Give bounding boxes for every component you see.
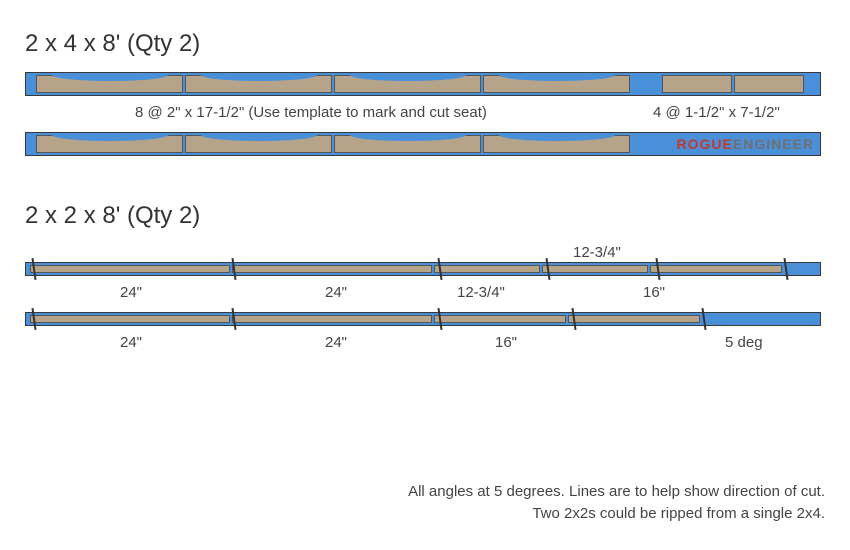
len-label: 24" bbox=[325, 334, 347, 351]
cut-piece bbox=[542, 265, 648, 273]
seat-piece bbox=[334, 75, 481, 93]
seat-piece bbox=[483, 135, 630, 153]
board-2x4-2: ROGUEENGINEER bbox=[25, 132, 821, 156]
board-2x2-1 bbox=[25, 262, 821, 276]
logo-text-rogue: ROGUE bbox=[677, 136, 733, 152]
board-2x2-row2 bbox=[25, 312, 825, 326]
board-2x2-row1 bbox=[25, 262, 825, 276]
seat-piece bbox=[334, 135, 481, 153]
logo: ROGUEENGINEER bbox=[677, 136, 814, 152]
len-label: 24" bbox=[120, 284, 142, 301]
seat-piece bbox=[36, 75, 183, 93]
seat-piece bbox=[36, 135, 183, 153]
seat-piece bbox=[185, 75, 332, 93]
cut-piece bbox=[232, 315, 432, 323]
label-row-2x2-2: 24" 24" 16" 5 deg bbox=[25, 334, 825, 354]
len-label: 12-3/4" bbox=[457, 284, 505, 301]
top-len-label: 12-3/4" bbox=[573, 244, 621, 261]
board-2x4-row1 bbox=[25, 72, 825, 96]
len-label: 24" bbox=[325, 284, 347, 301]
cut-piece bbox=[434, 265, 540, 273]
cut-piece bbox=[30, 265, 230, 273]
end-label: 4 @ 1-1/2" x 7-1/2" bbox=[653, 104, 780, 121]
board-2x4-1 bbox=[25, 72, 821, 96]
len-label: 16" bbox=[495, 334, 517, 351]
len-label: 16" bbox=[643, 284, 665, 301]
seat-piece bbox=[483, 75, 630, 93]
cut-piece bbox=[30, 315, 230, 323]
len-label: 5 deg bbox=[725, 334, 763, 351]
len-label: 24" bbox=[120, 334, 142, 351]
cut-piece bbox=[568, 315, 700, 323]
logo-text-eng: ENGINEER bbox=[733, 136, 814, 152]
footer-note-2: Two 2x2s could be ripped from a single 2… bbox=[532, 505, 825, 522]
board-2x4-row2: ROGUEENGINEER bbox=[25, 132, 825, 156]
cut-piece bbox=[232, 265, 432, 273]
rect-piece bbox=[734, 75, 804, 93]
seat-piece bbox=[185, 135, 332, 153]
rect-piece bbox=[662, 75, 732, 93]
cut-piece bbox=[650, 265, 782, 273]
section-2x2-title: 2 x 2 x 8' (Qty 2) bbox=[25, 202, 825, 230]
label-row-2x4: 8 @ 2" x 17-1/2" (Use template to mark a… bbox=[25, 104, 825, 124]
label-row-2x2-1: 24" 24" 12-3/4" 16" bbox=[25, 284, 825, 304]
seat-label: 8 @ 2" x 17-1/2" (Use template to mark a… bbox=[135, 104, 487, 121]
section-2x4-title: 2 x 4 x 8' (Qty 2) bbox=[25, 30, 825, 58]
cut-piece bbox=[434, 315, 566, 323]
footer-note-1: All angles at 5 degrees. Lines are to he… bbox=[408, 483, 825, 500]
